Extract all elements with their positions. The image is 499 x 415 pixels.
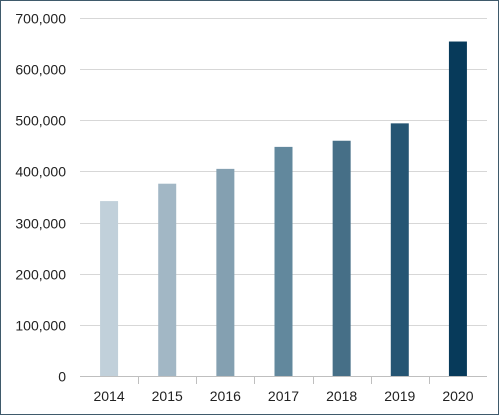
y-tick-label: 700,000 bbox=[15, 11, 66, 27]
x-tick-label: 2019 bbox=[384, 388, 415, 404]
bar-2017 bbox=[274, 146, 293, 376]
bar-2014 bbox=[100, 201, 119, 376]
bar-2015 bbox=[158, 183, 177, 376]
bars bbox=[100, 41, 467, 377]
bar-2020 bbox=[448, 41, 467, 376]
y-tick-label: 400,000 bbox=[15, 164, 66, 180]
y-tick-label: 500,000 bbox=[15, 113, 66, 129]
y-tick-label: 0 bbox=[58, 369, 66, 385]
y-axis-ticks: 0 100,000 200,000 300,000 400,000 500,000 600,… bbox=[15, 11, 66, 385]
x-tick-label: 2016 bbox=[210, 388, 241, 404]
bar-2019 bbox=[390, 123, 409, 377]
y-tick-label: 100,000 bbox=[15, 318, 66, 334]
y-tick-label: 200,000 bbox=[15, 267, 66, 283]
y-tick-label: 300,000 bbox=[15, 216, 66, 232]
y-tick-label: 600,000 bbox=[15, 62, 66, 78]
x-tick-label: 2014 bbox=[93, 388, 124, 404]
x-tick-label: 2015 bbox=[152, 388, 183, 404]
bar-2018 bbox=[332, 140, 351, 376]
x-tick-label: 2018 bbox=[326, 388, 357, 404]
x-tick-label: 2017 bbox=[268, 388, 299, 404]
x-axis-ticks: 2014 2015 2016 2017 2018 2019 2020 bbox=[93, 376, 474, 404]
bar-2016 bbox=[216, 168, 235, 376]
x-tick-label: 2020 bbox=[442, 388, 473, 404]
